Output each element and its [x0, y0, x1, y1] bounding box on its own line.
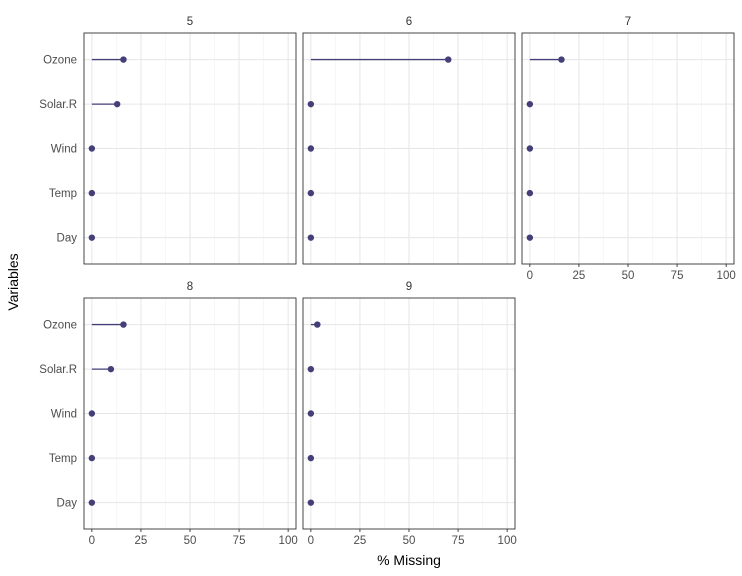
y-tick-label: Ozone: [43, 320, 77, 332]
x-tick-label: 50: [622, 270, 635, 282]
lollipop-point: [307, 365, 315, 373]
lollipop-point: [88, 499, 96, 506]
lollipop-point: [558, 56, 565, 63]
y-tick-label: Temp: [49, 188, 77, 200]
x-tick-label: 75: [233, 535, 246, 547]
lollipop-point: [120, 321, 127, 328]
x-tick-label: 0: [527, 270, 533, 282]
panel-7: 7 0 25 50 75 100: [521, 16, 736, 282]
panel-6: 6: [302, 16, 516, 265]
x-tick-label: 100: [279, 535, 298, 547]
lollipop-point: [307, 100, 315, 108]
lollipop-point: [307, 234, 315, 241]
x-tick-label: 50: [403, 535, 416, 547]
x-tick-label: 25: [354, 535, 367, 547]
lollipop-point: [445, 56, 452, 63]
chart-panels: 5 Ozone Solar.R Wind Temp Day 6 7 0 25 50 75 100 8 Ozo…: [39, 16, 735, 547]
panel-strip-label: 5: [187, 16, 193, 28]
x-tick-label: 100: [717, 270, 736, 282]
y-axis-title: Variables: [5, 253, 21, 310]
lollipop-point: [88, 410, 96, 417]
lollipop-point: [526, 100, 534, 108]
x-tick-label: 0: [308, 535, 314, 547]
lollipop-point: [307, 499, 315, 506]
x-tick-label: 75: [671, 270, 684, 282]
lollipop-point: [88, 189, 96, 197]
x-tick-label: 25: [135, 535, 148, 547]
x-tick-label: 25: [573, 270, 586, 282]
x-tick-label: 100: [498, 535, 517, 547]
y-tick-label: Day: [57, 233, 78, 245]
lollipop-point: [307, 189, 315, 197]
panel-strip-label: 6: [406, 16, 412, 28]
lollipop-point: [307, 145, 315, 152]
lollipop-point: [120, 56, 127, 63]
lollipop-point: [88, 234, 96, 241]
y-tick-label: Temp: [49, 453, 77, 465]
x-tick-label: 0: [89, 535, 95, 547]
panel-strip-label: 8: [187, 281, 193, 293]
panel-border: [302, 32, 516, 265]
lollipop-point: [113, 100, 121, 108]
panel-strip-label: 9: [406, 281, 412, 293]
y-tick-label: Solar.R: [39, 364, 77, 376]
lollipop-point: [314, 321, 321, 328]
lollipop-point: [307, 410, 315, 417]
lollipop-point: [307, 454, 315, 462]
x-tick-label: 75: [452, 535, 465, 547]
y-tick-label: Wind: [51, 409, 77, 421]
panel-border: [83, 297, 297, 530]
panel-9: 9 0 25 50 75 100: [302, 281, 517, 547]
panel-8: 8 Ozone Solar.R Wind Temp Day 0 25 50 75 100: [39, 281, 297, 547]
lollipop-point: [526, 189, 534, 197]
lollipop-point: [526, 234, 534, 241]
panel-border: [302, 297, 516, 530]
y-tick-label: Solar.R: [39, 99, 77, 111]
x-axis-title: % Missing: [377, 552, 441, 568]
panel-border: [521, 32, 735, 265]
x-tick-label: 50: [184, 535, 197, 547]
lollipop-point: [88, 454, 96, 462]
panel-strip-label: 7: [625, 16, 631, 28]
y-tick-label: Day: [57, 498, 78, 510]
lollipop-point: [107, 365, 115, 373]
y-tick-label: Wind: [51, 144, 77, 156]
lollipop-point: [88, 145, 96, 152]
y-tick-label: Ozone: [43, 55, 77, 67]
lollipop-point: [526, 145, 534, 152]
panel-border: [83, 32, 297, 265]
panel-5: 5 Ozone Solar.R Wind Temp Day: [39, 16, 297, 265]
